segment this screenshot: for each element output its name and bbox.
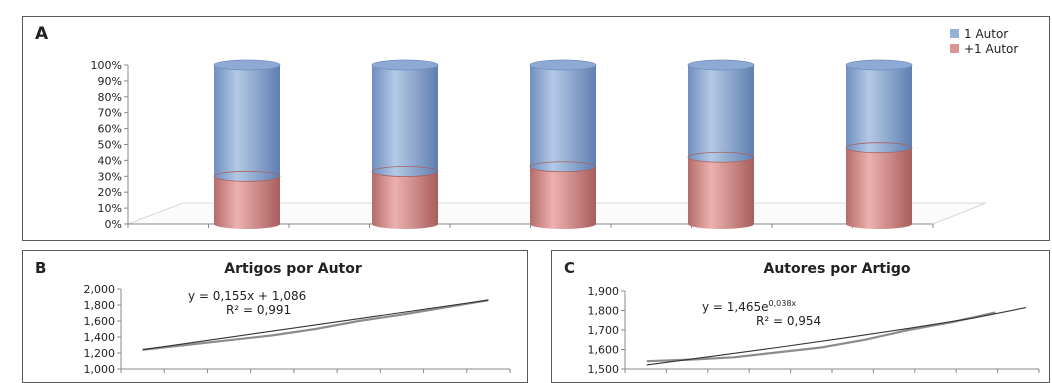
y-tick-label: 1,800 [588, 305, 620, 318]
bar-segment-boundary [845, 142, 913, 154]
line-chart-autores: C Autores por Artigo y = 1,465e0,038x R²… [564, 259, 1040, 376]
y-tick-label: 1,900 [588, 285, 620, 298]
y-tick-label: 100% [91, 59, 122, 72]
legend-label: +1 Autor [964, 42, 1018, 56]
bar-segment-plus1-autor [372, 171, 438, 229]
trendline-equation-c: y = 1,465e0,038x [702, 299, 796, 314]
y-tick-label: 60% [98, 123, 122, 136]
y-tick-label: 90% [98, 75, 122, 88]
trendline-r2-c: R² = 0,954 [756, 314, 821, 328]
trendline-r2-b: R² = 0,991 [226, 303, 291, 317]
bar-segment-1-autor [530, 65, 596, 172]
chart-panel-c: C Autores por Artigo y = 1,465e0,038x R²… [551, 250, 1050, 383]
chart-title-c: Autores por Artigo [763, 261, 910, 277]
legend-label: 1 Autor [964, 27, 1008, 41]
y-tick-label: 1,000 [84, 363, 116, 376]
bar-segment-1-autor [214, 65, 280, 182]
bar-segment-plus1-autor [688, 157, 754, 229]
plot-area: 1,900 1,800 1,700 1,600 1,500 [588, 285, 1040, 376]
panel-label-c: C [564, 259, 575, 277]
y-tick-label: 2,000 [84, 283, 116, 296]
y-tick-label: 1,200 [84, 347, 116, 360]
bars [213, 59, 913, 229]
legend: 1 Autor+1 Autor [950, 27, 1018, 56]
bar-segment-boundary [371, 166, 439, 177]
trendline [142, 299, 489, 351]
series-line [142, 299, 489, 351]
bar-segment-boundary [529, 161, 597, 173]
bar-segment-plus1-autor [214, 176, 280, 229]
panel-label-a: A [35, 24, 49, 44]
bar-segment-plus1-autor [530, 166, 596, 229]
y-tick-label: 1,600 [588, 344, 620, 357]
bar-top-cap [687, 59, 755, 71]
plot-area: 2,000 1,800 1,600 1,400 1,200 1,000 [84, 283, 511, 376]
y-tick-label: 1,500 [588, 363, 620, 376]
y-tick-label: 30% [98, 170, 122, 183]
legend-swatch [950, 29, 959, 38]
y-tick-label: 0% [105, 218, 122, 231]
bar-segment-plus1-autor [846, 147, 912, 229]
y-tick-label: 1,800 [84, 299, 116, 312]
y-tick-label: 1,400 [84, 331, 116, 344]
bar-segment-boundary [687, 151, 755, 163]
bar-top-cap [529, 59, 597, 71]
y-tick-label: 20% [98, 186, 122, 199]
panel-label-b: B [35, 259, 46, 277]
bar-segment-1-autor [846, 65, 912, 153]
series-line [646, 311, 996, 363]
trendline-equation-b: y = 0,155x + 1,086 [188, 289, 306, 303]
y-tick-label: 70% [98, 107, 122, 120]
line-chart-artigos: B Artigos por Autor y = 0,155x + 1,086 R… [35, 259, 511, 376]
chart-title-b: Artigos por Autor [224, 261, 362, 277]
chart-panel-a: A 100% 90% 80% 70% 60% 50% 40% 30% 20% 10% 0% 1 Au… [22, 16, 1050, 241]
stacked-cylinder-chart: A 100% 90% 80% 70% 60% 50% 40% 30% 20% 10% 0% 1 Au… [35, 24, 1018, 231]
equation-exponent: 0,038x [769, 299, 797, 308]
y-tick-label: 10% [98, 202, 122, 215]
y-tick-label: 40% [98, 154, 122, 167]
y-tick-label: 1,600 [84, 315, 116, 328]
bar-top-cap [213, 59, 281, 71]
legend-swatch [950, 44, 959, 53]
bar-segment-1-autor [688, 65, 754, 163]
y-tick-label: 80% [98, 91, 122, 104]
chart-panel-b: B Artigos por Autor y = 0,155x + 1,086 R… [22, 250, 528, 383]
bar-top-cap [371, 59, 439, 71]
bar-segment-1-autor [372, 65, 438, 177]
equation-base: y = 1,465e [702, 300, 769, 314]
y-tick-label: 1,700 [588, 324, 620, 337]
bar-top-cap [845, 59, 913, 71]
trendline [646, 307, 1027, 366]
bar-segment-boundary [213, 170, 281, 182]
y-tick-label: 50% [98, 139, 122, 152]
